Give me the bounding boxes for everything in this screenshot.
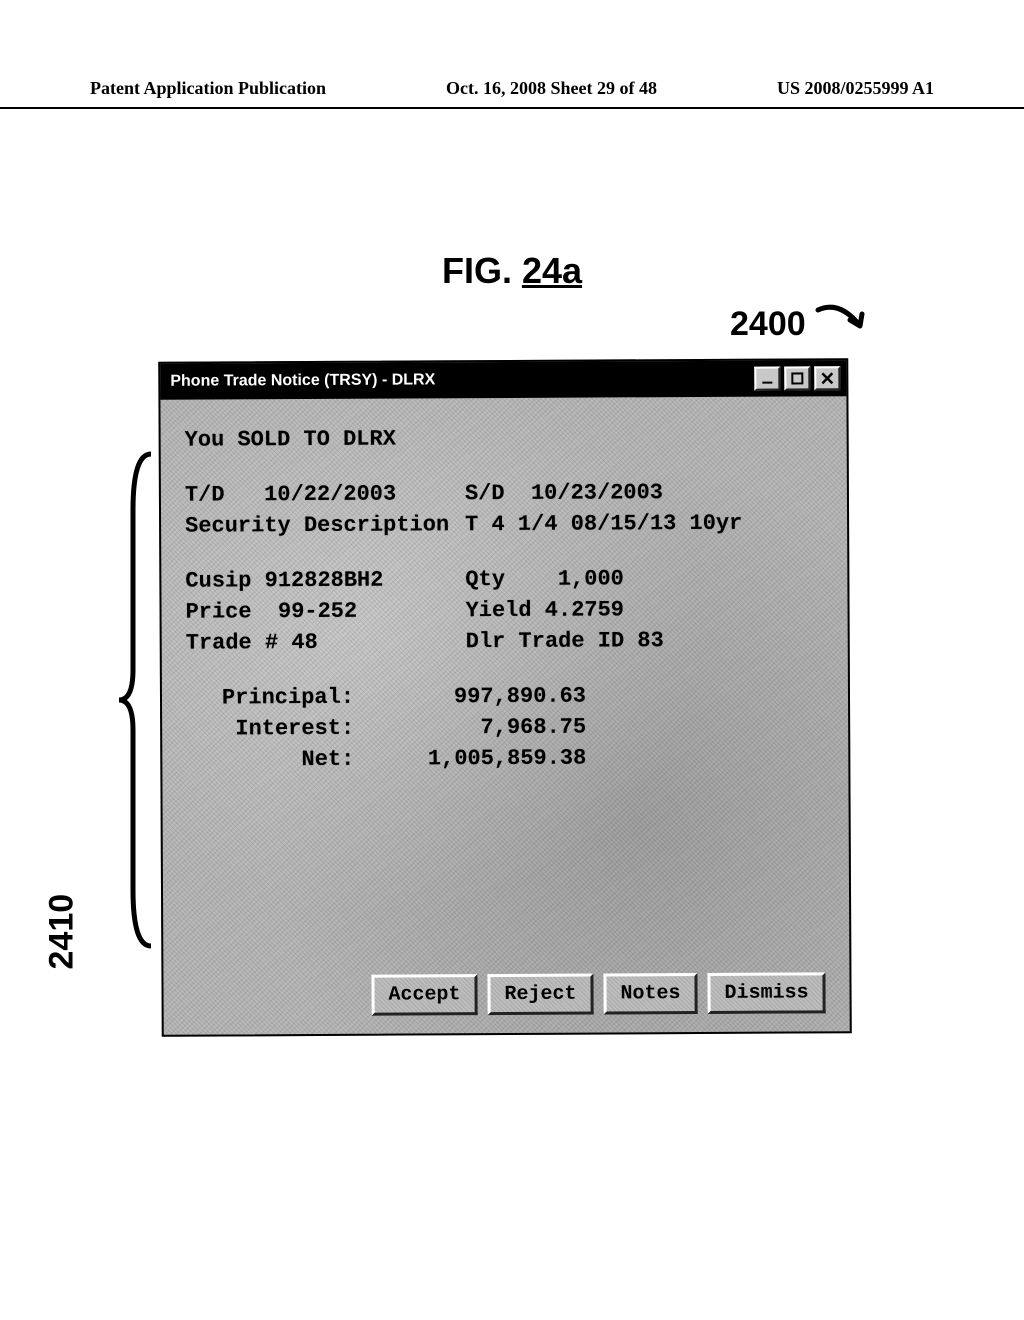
row-price-yield: Price 99-252 Yield 4.2759 <box>185 596 823 624</box>
callout-2410: 2410 <box>43 894 82 970</box>
minimize-icon <box>760 372 774 386</box>
row-cusip-qty: Cusip 912828BH2 Qty 1,000 <box>185 565 823 593</box>
notes-button[interactable]: Notes <box>603 973 697 1014</box>
page-header: Patent Application Publication Oct. 16, … <box>0 78 1024 109</box>
cusip-label: Cusip <box>185 568 251 593</box>
titlebar[interactable]: Phone Trade Notice (TRSY) - DLRX <box>160 360 846 400</box>
close-icon <box>820 371 834 385</box>
dialog-body: You SOLD TO DLRX T/D 10/22/2003 S/D 10/2… <box>160 396 849 1035</box>
td-value: 10/22/2003 <box>264 482 396 508</box>
maximize-button[interactable] <box>784 366 810 390</box>
brace-2410-icon <box>115 450 155 950</box>
figure-label: FIG. 24a <box>442 250 582 292</box>
yield-value: 4.2759 <box>545 597 624 622</box>
dlrtid-value: 83 <box>637 628 664 653</box>
close-button[interactable] <box>814 366 840 390</box>
row-tradeno-dlrtid: Trade # 48 Dlr Trade ID 83 <box>186 627 824 655</box>
price-label: Price <box>185 599 251 624</box>
minimize-button[interactable] <box>754 367 780 391</box>
net-value: 1,005,859.38 <box>366 746 586 772</box>
maximize-icon <box>790 371 804 385</box>
row-principal: Principal: 997,890.63 <box>186 682 824 710</box>
principal-value: 997,890.63 <box>366 684 586 710</box>
header-center: Oct. 16, 2008 Sheet 29 of 48 <box>446 78 657 99</box>
trade-notice-dialog: Phone Trade Notice (TRSY) - DLRX You SOL… <box>158 358 852 1037</box>
yield-label: Yield <box>465 598 531 623</box>
qty-value: 1,000 <box>558 566 624 591</box>
figure-label-number: 24a <box>522 250 582 291</box>
sd-label: S/D <box>465 481 505 506</box>
sec-desc-label: Security Description <box>185 512 465 538</box>
row-net: Net: 1,005,859.38 <box>186 744 824 772</box>
sec-desc-value: T 4 1/4 08/15/13 10yr <box>465 510 823 537</box>
row-trade-date: T/D 10/22/2003 S/D 10/23/2003 <box>185 479 823 507</box>
button-bar: Accept Reject Notes Dismiss <box>187 952 825 1016</box>
reject-button[interactable]: Reject <box>487 974 593 1016</box>
row-interest: Interest: 7,968.75 <box>186 713 824 741</box>
td-label: T/D <box>185 482 225 507</box>
tradeno-label: Trade # <box>186 630 279 655</box>
interest-label: Interest: <box>186 716 366 742</box>
row-security-desc: Security Description T 4 1/4 08/15/13 10… <box>185 510 823 538</box>
dismiss-button[interactable]: Dismiss <box>707 972 825 1014</box>
qty-label: Qty <box>465 567 505 592</box>
header-right: US 2008/0255999 A1 <box>777 78 934 99</box>
cusip-value: 912828BH2 <box>265 568 384 594</box>
price-value: 99-252 <box>278 599 357 624</box>
interest-value: 7,968.75 <box>366 715 586 741</box>
sd-value: 10/23/2003 <box>531 480 663 506</box>
net-label: Net: <box>186 747 366 773</box>
principal-label: Principal: <box>186 685 366 711</box>
accept-button[interactable]: Accept <box>371 974 477 1016</box>
dlrtid-label: Dlr Trade ID <box>466 628 625 654</box>
dialog-wrapper: Phone Trade Notice (TRSY) - DLRX You SOL… <box>158 358 852 1037</box>
header-left: Patent Application Publication <box>90 78 326 99</box>
callout-2400: 2400 <box>730 305 806 344</box>
tradeno-value: 48 <box>291 630 318 655</box>
window-title: Phone Trade Notice (TRSY) - DLRX <box>170 370 750 391</box>
action-line: You SOLD TO DLRX <box>185 424 823 452</box>
figure-label-prefix: FIG. <box>442 250 522 291</box>
arrow-2400-icon <box>810 298 870 358</box>
